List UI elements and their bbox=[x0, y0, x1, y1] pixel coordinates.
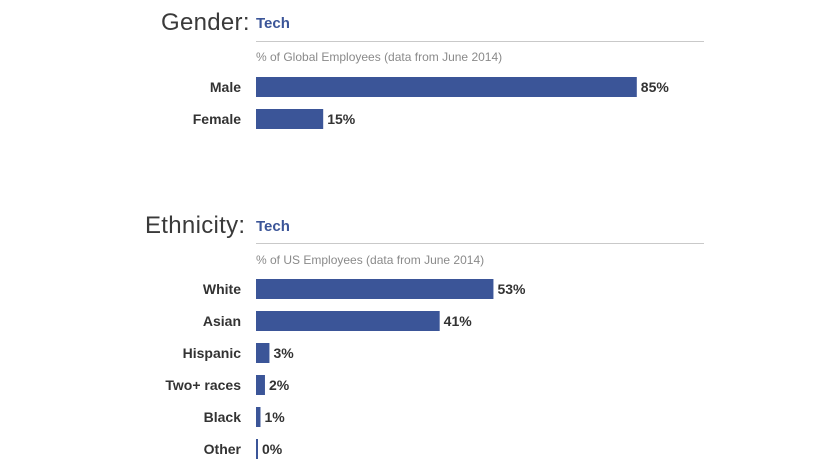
ethnicity-black-bar bbox=[256, 407, 261, 427]
ethnicity-hispanic-bar bbox=[256, 343, 270, 363]
ethnicity-white-label: White bbox=[203, 281, 241, 297]
gender-bar-chart: Male 85% Female 15% bbox=[193, 77, 670, 129]
ethnicity-two-races-bar bbox=[256, 375, 265, 395]
ethnicity-other-label: Other bbox=[204, 441, 242, 457]
gender-female-value-label: 15% bbox=[327, 111, 356, 127]
gender-male-value-label: 85% bbox=[641, 79, 670, 95]
gender-caption: % of Global Employees (data from June 20… bbox=[256, 50, 503, 64]
ethnicity-asian-value-label: 41% bbox=[444, 313, 473, 329]
gender-female-label: Female bbox=[193, 111, 241, 127]
gender-male-label: Male bbox=[210, 79, 241, 95]
ethnicity-bar-chart: White 53% Asian 41% Hispanic 3% Two+ races 2% Bl… bbox=[165, 279, 526, 459]
gender-female-bar bbox=[256, 109, 324, 129]
ethnicity-tech-tab[interactable]: Tech bbox=[256, 218, 290, 235]
ethnicity-hispanic-label: Hispanic bbox=[183, 345, 242, 361]
ethnicity-divider bbox=[256, 243, 704, 244]
gender-tech-tab[interactable]: Tech bbox=[256, 15, 290, 32]
ethnicity-asian-bar bbox=[256, 311, 440, 331]
ethnicity-white-bar bbox=[256, 279, 494, 299]
ethnicity-black-value-label: 1% bbox=[264, 409, 285, 425]
ethnicity-two-races-value-label: 2% bbox=[269, 377, 290, 393]
ethnicity-asian-label: Asian bbox=[203, 313, 241, 329]
ethnicity-hispanic-value-label: 3% bbox=[273, 345, 294, 361]
ethnicity-white-value-label: 53% bbox=[497, 281, 526, 297]
ethnicity-other-value-label: 0% bbox=[262, 441, 283, 457]
ethnicity-caption: % of US Employees (data from June 2014) bbox=[256, 253, 485, 267]
gender-divider bbox=[256, 41, 704, 42]
gender-heading: Gender: bbox=[161, 9, 250, 36]
gender-male-bar bbox=[256, 77, 637, 97]
ethnicity-other-bar bbox=[256, 439, 258, 459]
ethnicity-two-races-label: Two+ races bbox=[165, 377, 241, 393]
ethnicity-black-label: Black bbox=[204, 409, 242, 425]
ethnicity-heading: Ethnicity: bbox=[145, 212, 246, 239]
